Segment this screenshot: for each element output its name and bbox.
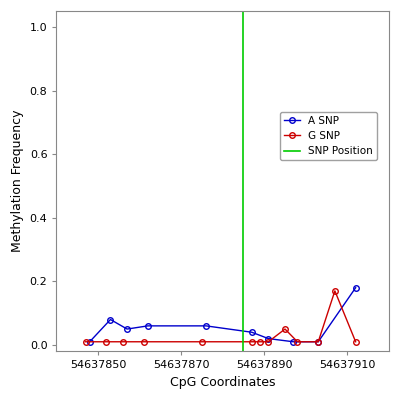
G SNP (266, 339, 271, 344)
Legend: A SNP, G SNP, SNP Position: A SNP, G SNP, SNP Position (280, 112, 377, 160)
A SNP (249, 330, 254, 335)
G SNP (332, 288, 337, 293)
G SNP (258, 339, 262, 344)
G SNP (83, 339, 88, 344)
A SNP (108, 317, 113, 322)
A SNP (87, 339, 92, 344)
A SNP (353, 285, 358, 290)
G SNP (104, 339, 109, 344)
Line: G SNP: G SNP (83, 288, 358, 344)
G SNP (295, 339, 300, 344)
A SNP (204, 324, 208, 328)
G SNP (120, 339, 125, 344)
A SNP (266, 336, 271, 341)
Y-axis label: Methylation Frequency: Methylation Frequency (11, 110, 24, 252)
A SNP (146, 324, 150, 328)
Line: A SNP: A SNP (87, 285, 358, 344)
X-axis label: CpG Coordinates: CpG Coordinates (170, 376, 276, 389)
G SNP (316, 339, 321, 344)
G SNP (249, 339, 254, 344)
A SNP (316, 339, 321, 344)
A SNP (125, 327, 130, 332)
G SNP (283, 327, 288, 332)
A SNP (291, 339, 296, 344)
G SNP (200, 339, 204, 344)
G SNP (141, 339, 146, 344)
G SNP (353, 339, 358, 344)
